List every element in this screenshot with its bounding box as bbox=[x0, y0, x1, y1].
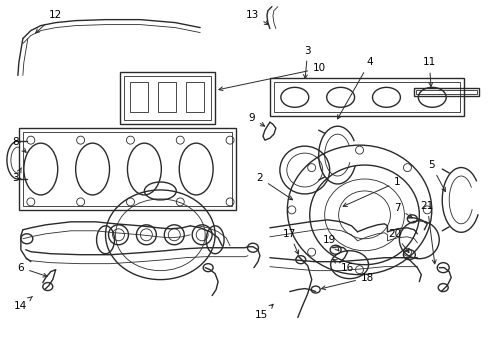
Text: 6: 6 bbox=[18, 263, 47, 277]
Text: 13: 13 bbox=[245, 10, 268, 24]
Text: 12: 12 bbox=[36, 10, 62, 33]
Bar bbox=[415, 90, 476, 94]
Bar bbox=[120, 72, 215, 124]
Text: 5: 5 bbox=[427, 160, 445, 192]
Bar bbox=[19, 128, 236, 210]
Text: 9: 9 bbox=[248, 113, 264, 126]
Text: 1: 1 bbox=[343, 177, 400, 207]
Text: 17: 17 bbox=[283, 229, 298, 254]
Bar bbox=[23, 132, 232, 206]
Text: 21: 21 bbox=[420, 201, 435, 264]
Text: 4: 4 bbox=[337, 58, 372, 119]
Text: 14: 14 bbox=[14, 296, 32, 311]
Text: 8: 8 bbox=[13, 137, 26, 152]
Bar bbox=[413, 88, 478, 96]
Text: 7: 7 bbox=[393, 203, 411, 218]
Text: 10: 10 bbox=[219, 63, 325, 91]
Bar bbox=[158, 82, 176, 112]
Text: 18: 18 bbox=[321, 273, 373, 290]
Bar bbox=[124, 76, 211, 120]
Bar bbox=[130, 82, 148, 112]
Text: 19: 19 bbox=[323, 235, 338, 251]
Text: 2: 2 bbox=[256, 173, 292, 200]
Bar bbox=[273, 82, 459, 112]
Bar bbox=[269, 78, 463, 116]
Text: 11: 11 bbox=[422, 58, 435, 86]
Text: 15: 15 bbox=[255, 304, 273, 320]
Bar bbox=[186, 82, 203, 112]
Text: 16: 16 bbox=[332, 260, 353, 273]
Text: 3: 3 bbox=[303, 45, 310, 78]
Text: 20: 20 bbox=[387, 229, 408, 253]
Text: 3: 3 bbox=[13, 168, 21, 183]
